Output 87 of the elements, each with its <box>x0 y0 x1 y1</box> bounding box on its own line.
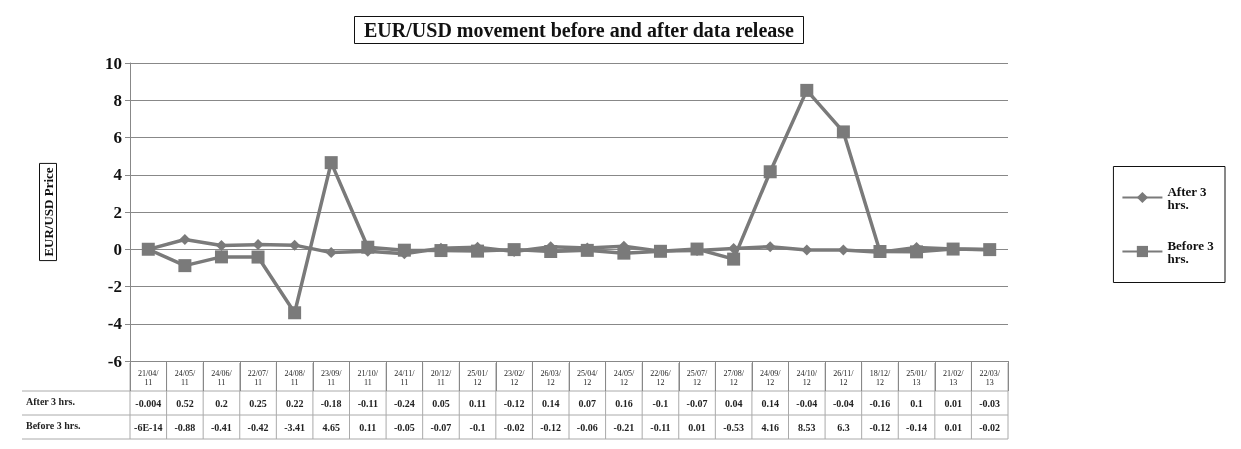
y-tick-label: 2 <box>113 202 122 222</box>
data-label: 0.2 <box>215 397 228 409</box>
data-label: -0.24 <box>393 397 415 409</box>
data-label: -0.02 <box>503 421 525 433</box>
data-label: -0.04 <box>796 397 818 409</box>
x-tick-label: 21/02/13 <box>942 369 965 387</box>
data-label: 0.52 <box>176 397 194 409</box>
data-label: -0.11 <box>357 397 378 409</box>
x-tick-label: 25/01/13 <box>906 369 928 387</box>
data-label: -0.1 <box>469 421 486 433</box>
x-tick-label: 25/04/12 <box>577 369 599 387</box>
data-label: 8.53 <box>798 421 816 433</box>
data-label: 0.14 <box>761 397 779 409</box>
data-label: 0.04 <box>724 397 743 409</box>
data-label: -0.05 <box>393 421 415 433</box>
data-label: 0.01 <box>944 421 962 433</box>
x-tick-label: 23/02/12 <box>503 369 526 387</box>
data-label: -0.12 <box>540 421 562 433</box>
data-label: -0.03 <box>979 397 1001 409</box>
data-label: -0.02 <box>979 421 1001 433</box>
data-label: -0.16 <box>869 397 891 409</box>
data-label: -0.42 <box>247 421 269 433</box>
legend-label: After 3 hrs. <box>1167 183 1210 212</box>
data-label: -0.12 <box>869 421 891 433</box>
data-label: 0.05 <box>432 397 450 409</box>
data-label: 0.07 <box>578 397 597 409</box>
y-tick-label: -2 <box>107 277 122 296</box>
x-tick-label: 25/07/12 <box>686 369 709 387</box>
data-label: 0.11 <box>359 421 377 433</box>
y-tick-label: -4 <box>107 314 123 334</box>
data-label: 4.16 <box>761 421 779 433</box>
text: Before 3 hrs. <box>26 419 81 431</box>
x-tick-label: 24/09/12 <box>759 369 782 387</box>
y-tick-label: 6 <box>113 128 122 147</box>
data-label: -0.1 <box>652 397 669 409</box>
x-tick-label: 24/06/11 <box>211 369 233 387</box>
x-tick-label: 21/04/11 <box>138 369 160 387</box>
data-label: -0.88 <box>174 421 196 433</box>
data-label: 0.16 <box>615 397 633 409</box>
x-tick-label: 22/06/12 <box>650 369 672 387</box>
x-tick-label: 20/12/11 <box>430 369 452 387</box>
x-tick-label: 23/09/11 <box>320 369 343 387</box>
x-tick-label: 22/03/13 <box>979 369 1001 387</box>
x-tick-label: 24/05/11 <box>174 369 196 387</box>
data-label: -0.53 <box>723 421 745 433</box>
y-tick-label: 4 <box>113 165 123 185</box>
y-tick-label: 8 <box>113 90 122 110</box>
chart-title: EUR/USD movement before and after data release <box>364 19 795 41</box>
data-label: -0.04 <box>832 397 854 409</box>
x-tick-label: 24/11/11 <box>394 369 416 387</box>
data-label: -0.12 <box>503 397 525 409</box>
data-label: -6E-14 <box>134 421 163 433</box>
data-label: 0.1 <box>910 397 923 409</box>
x-tick-label: 18/12/12 <box>869 369 891 387</box>
data-label: 0.14 <box>541 397 560 409</box>
x-tick-label: 25/01/12 <box>467 369 489 387</box>
data-label: 0.01 <box>688 421 706 433</box>
x-tick-label: 26/03/12 <box>540 369 562 387</box>
data-label: 0.22 <box>285 397 304 409</box>
data-label: 0.01 <box>944 397 962 409</box>
text: After 3 hrs. <box>26 395 75 407</box>
data-label: -0.07 <box>430 421 452 433</box>
data-label: -0.14 <box>906 421 927 433</box>
data-label: 6.3 <box>837 421 850 433</box>
y-tick-label: 0 <box>113 239 122 259</box>
x-tick-label: 24/08/11 <box>284 369 306 387</box>
data-label: -3.41 <box>284 421 306 433</box>
x-tick-label: 24/05/12 <box>613 369 635 387</box>
data-label: -0.21 <box>613 421 635 433</box>
data-label: 0.11 <box>469 397 487 409</box>
x-tick-label: 27/08/12 <box>723 369 745 387</box>
data-label: -0.004 <box>135 397 162 409</box>
y-axis-title: EUR/USD Price <box>40 167 56 257</box>
data-label: -0.07 <box>686 397 708 409</box>
data-label: -0.11 <box>650 421 671 433</box>
data-label: 0.25 <box>249 397 267 409</box>
data-label: -0.41 <box>211 421 232 433</box>
x-tick-label: 24/10/12 <box>796 369 818 387</box>
data-label: -0.06 <box>576 421 598 433</box>
y-tick-label: -6 <box>107 351 122 371</box>
data-label: 4.65 <box>322 421 340 433</box>
x-tick-label: 22/07/11 <box>247 369 270 387</box>
x-tick-label: 21/10/11 <box>357 369 379 387</box>
x-tick-label: 26/11/12 <box>833 369 855 387</box>
data-label: -0.18 <box>320 397 342 409</box>
legend-label: Before 3 hrs. <box>1167 237 1217 266</box>
y-tick-label: 10 <box>105 53 122 73</box>
